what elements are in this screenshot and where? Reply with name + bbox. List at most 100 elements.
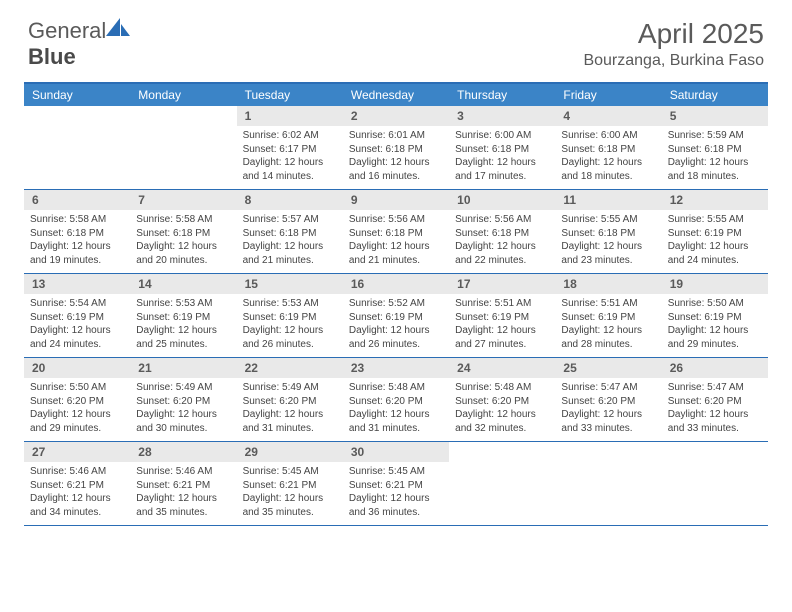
day-cell: 28Sunrise: 5:46 AMSunset: 6:21 PMDayligh… <box>130 442 236 525</box>
sunset-text: Sunset: 6:20 PM <box>136 395 230 409</box>
day-cell: 1Sunrise: 6:02 AMSunset: 6:17 PMDaylight… <box>237 106 343 189</box>
sunset-text: Sunset: 6:18 PM <box>30 227 124 241</box>
day-info: Sunrise: 5:49 AMSunset: 6:20 PMDaylight:… <box>237 378 343 435</box>
sunset-text: Sunset: 6:20 PM <box>455 395 549 409</box>
day-cell: 2Sunrise: 6:01 AMSunset: 6:18 PMDaylight… <box>343 106 449 189</box>
week-row: 1Sunrise: 6:02 AMSunset: 6:17 PMDaylight… <box>24 106 768 190</box>
sunrise-text: Sunrise: 5:54 AM <box>30 297 124 311</box>
sunset-text: Sunset: 6:19 PM <box>668 227 762 241</box>
day-number: 19 <box>662 274 768 294</box>
brand-logo: GeneralBlue <box>28 18 132 70</box>
day-cell <box>449 442 555 525</box>
sunset-text: Sunset: 6:19 PM <box>561 311 655 325</box>
sunrise-text: Sunrise: 5:50 AM <box>30 381 124 395</box>
sunrise-text: Sunrise: 5:47 AM <box>668 381 762 395</box>
day-cell: 30Sunrise: 5:45 AMSunset: 6:21 PMDayligh… <box>343 442 449 525</box>
daylight-text: Daylight: 12 hours and 34 minutes. <box>30 492 124 519</box>
day-cell <box>24 106 130 189</box>
day-cell: 6Sunrise: 5:58 AMSunset: 6:18 PMDaylight… <box>24 190 130 273</box>
day-cell: 11Sunrise: 5:55 AMSunset: 6:18 PMDayligh… <box>555 190 661 273</box>
day-info: Sunrise: 5:50 AMSunset: 6:19 PMDaylight:… <box>662 294 768 351</box>
day-number: 6 <box>24 190 130 210</box>
day-number: 21 <box>130 358 236 378</box>
day-cell: 17Sunrise: 5:51 AMSunset: 6:19 PMDayligh… <box>449 274 555 357</box>
daylight-text: Daylight: 12 hours and 33 minutes. <box>561 408 655 435</box>
daylight-text: Daylight: 12 hours and 20 minutes. <box>136 240 230 267</box>
daylight-text: Daylight: 12 hours and 19 minutes. <box>30 240 124 267</box>
sunset-text: Sunset: 6:18 PM <box>136 227 230 241</box>
daylight-text: Daylight: 12 hours and 23 minutes. <box>561 240 655 267</box>
sunset-text: Sunset: 6:18 PM <box>668 143 762 157</box>
day-number: 9 <box>343 190 449 210</box>
sunrise-text: Sunrise: 5:52 AM <box>349 297 443 311</box>
day-info: Sunrise: 5:51 AMSunset: 6:19 PMDaylight:… <box>449 294 555 351</box>
day-number: 30 <box>343 442 449 462</box>
day-number: 18 <box>555 274 661 294</box>
day-info: Sunrise: 5:58 AMSunset: 6:18 PMDaylight:… <box>130 210 236 267</box>
title-block: April 2025 Bourzanga, Burkina Faso <box>583 18 764 70</box>
day-cell: 29Sunrise: 5:45 AMSunset: 6:21 PMDayligh… <box>237 442 343 525</box>
sunrise-text: Sunrise: 5:51 AM <box>561 297 655 311</box>
sunset-text: Sunset: 6:18 PM <box>561 143 655 157</box>
sunset-text: Sunset: 6:20 PM <box>349 395 443 409</box>
day-info: Sunrise: 6:02 AMSunset: 6:17 PMDaylight:… <box>237 126 343 183</box>
day-cell: 4Sunrise: 6:00 AMSunset: 6:18 PMDaylight… <box>555 106 661 189</box>
sunrise-text: Sunrise: 5:51 AM <box>455 297 549 311</box>
day-cell: 24Sunrise: 5:48 AMSunset: 6:20 PMDayligh… <box>449 358 555 441</box>
daylight-text: Daylight: 12 hours and 24 minutes. <box>668 240 762 267</box>
daylight-text: Daylight: 12 hours and 27 minutes. <box>455 324 549 351</box>
daylight-text: Daylight: 12 hours and 16 minutes. <box>349 156 443 183</box>
day-cell: 22Sunrise: 5:49 AMSunset: 6:20 PMDayligh… <box>237 358 343 441</box>
sunrise-text: Sunrise: 5:48 AM <box>455 381 549 395</box>
day-cell: 8Sunrise: 5:57 AMSunset: 6:18 PMDaylight… <box>237 190 343 273</box>
day-info: Sunrise: 5:48 AMSunset: 6:20 PMDaylight:… <box>343 378 449 435</box>
daylight-text: Daylight: 12 hours and 22 minutes. <box>455 240 549 267</box>
day-info: Sunrise: 6:01 AMSunset: 6:18 PMDaylight:… <box>343 126 449 183</box>
daylight-text: Daylight: 12 hours and 35 minutes. <box>136 492 230 519</box>
brand-name-a: General <box>28 18 106 43</box>
day-number: 7 <box>130 190 236 210</box>
day-info: Sunrise: 5:51 AMSunset: 6:19 PMDaylight:… <box>555 294 661 351</box>
daylight-text: Daylight: 12 hours and 18 minutes. <box>668 156 762 183</box>
day-info: Sunrise: 5:53 AMSunset: 6:19 PMDaylight:… <box>237 294 343 351</box>
sunset-text: Sunset: 6:19 PM <box>455 311 549 325</box>
day-info: Sunrise: 5:54 AMSunset: 6:19 PMDaylight:… <box>24 294 130 351</box>
sunset-text: Sunset: 6:20 PM <box>668 395 762 409</box>
day-info: Sunrise: 5:55 AMSunset: 6:18 PMDaylight:… <box>555 210 661 267</box>
day-cell: 7Sunrise: 5:58 AMSunset: 6:18 PMDaylight… <box>130 190 236 273</box>
sunrise-text: Sunrise: 5:53 AM <box>243 297 337 311</box>
sunrise-text: Sunrise: 5:55 AM <box>668 213 762 227</box>
day-cell: 18Sunrise: 5:51 AMSunset: 6:19 PMDayligh… <box>555 274 661 357</box>
sunset-text: Sunset: 6:18 PM <box>455 143 549 157</box>
day-number: 3 <box>449 106 555 126</box>
day-info: Sunrise: 5:56 AMSunset: 6:18 PMDaylight:… <box>449 210 555 267</box>
day-number: 20 <box>24 358 130 378</box>
day-info: Sunrise: 5:56 AMSunset: 6:18 PMDaylight:… <box>343 210 449 267</box>
daylight-text: Daylight: 12 hours and 21 minutes. <box>349 240 443 267</box>
sunrise-text: Sunrise: 5:49 AM <box>243 381 337 395</box>
day-info: Sunrise: 5:53 AMSunset: 6:19 PMDaylight:… <box>130 294 236 351</box>
day-cell <box>555 442 661 525</box>
day-cell: 15Sunrise: 5:53 AMSunset: 6:19 PMDayligh… <box>237 274 343 357</box>
day-info: Sunrise: 5:55 AMSunset: 6:19 PMDaylight:… <box>662 210 768 267</box>
day-cell: 25Sunrise: 5:47 AMSunset: 6:20 PMDayligh… <box>555 358 661 441</box>
daylight-text: Daylight: 12 hours and 30 minutes. <box>136 408 230 435</box>
sunset-text: Sunset: 6:20 PM <box>243 395 337 409</box>
sunset-text: Sunset: 6:21 PM <box>243 479 337 493</box>
daylight-text: Daylight: 12 hours and 17 minutes. <box>455 156 549 183</box>
day-info: Sunrise: 5:47 AMSunset: 6:20 PMDaylight:… <box>662 378 768 435</box>
week-row: 20Sunrise: 5:50 AMSunset: 6:20 PMDayligh… <box>24 358 768 442</box>
day-number: 24 <box>449 358 555 378</box>
sunrise-text: Sunrise: 5:46 AM <box>136 465 230 479</box>
day-cell: 9Sunrise: 5:56 AMSunset: 6:18 PMDaylight… <box>343 190 449 273</box>
day-info: Sunrise: 6:00 AMSunset: 6:18 PMDaylight:… <box>449 126 555 183</box>
sail-icon <box>106 18 132 38</box>
sunrise-text: Sunrise: 6:00 AM <box>455 129 549 143</box>
day-number: 27 <box>24 442 130 462</box>
week-row: 6Sunrise: 5:58 AMSunset: 6:18 PMDaylight… <box>24 190 768 274</box>
day-cell: 5Sunrise: 5:59 AMSunset: 6:18 PMDaylight… <box>662 106 768 189</box>
sunrise-text: Sunrise: 5:56 AM <box>455 213 549 227</box>
sunset-text: Sunset: 6:18 PM <box>243 227 337 241</box>
sunrise-text: Sunrise: 6:00 AM <box>561 129 655 143</box>
day-info: Sunrise: 5:45 AMSunset: 6:21 PMDaylight:… <box>343 462 449 519</box>
